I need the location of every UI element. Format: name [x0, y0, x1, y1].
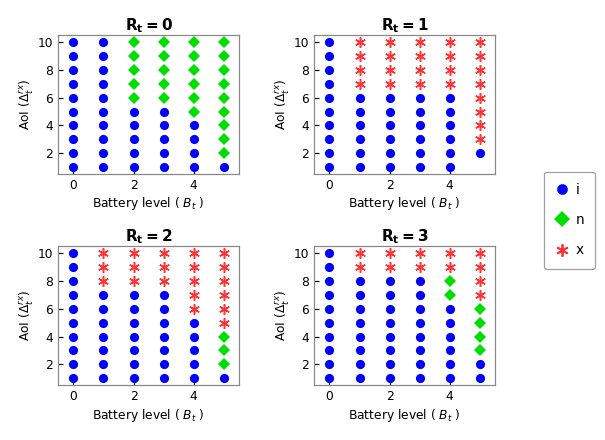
Y-axis label: AoI ($\Delta_t^{rx}$): AoI ($\Delta_t^{rx}$) — [272, 79, 290, 130]
Y-axis label: AoI ($\Delta_t^{rx}$): AoI ($\Delta_t^{rx}$) — [272, 290, 290, 341]
Title: $\mathbf{R_t=1}$: $\mathbf{R_t=1}$ — [381, 17, 428, 35]
Title: $\mathbf{R_t=0}$: $\mathbf{R_t=0}$ — [125, 17, 172, 35]
Y-axis label: AoI ($\Delta_t^{rx}$): AoI ($\Delta_t^{rx}$) — [16, 290, 34, 341]
X-axis label: Battery level ( $B_t$ ): Battery level ( $B_t$ ) — [92, 195, 205, 213]
Legend: i, n, x: i, n, x — [544, 172, 595, 268]
Title: $\mathbf{R_t=2}$: $\mathbf{R_t=2}$ — [125, 227, 172, 246]
X-axis label: Battery level ( $B_t$ ): Battery level ( $B_t$ ) — [92, 407, 205, 423]
X-axis label: Battery level ( $B_t$ ): Battery level ( $B_t$ ) — [348, 407, 461, 423]
Title: $\mathbf{R_t=3}$: $\mathbf{R_t=3}$ — [381, 227, 428, 246]
X-axis label: Battery level ( $B_t$ ): Battery level ( $B_t$ ) — [348, 195, 461, 213]
Y-axis label: AoI ($\Delta_t^{rx}$): AoI ($\Delta_t^{rx}$) — [16, 79, 34, 130]
